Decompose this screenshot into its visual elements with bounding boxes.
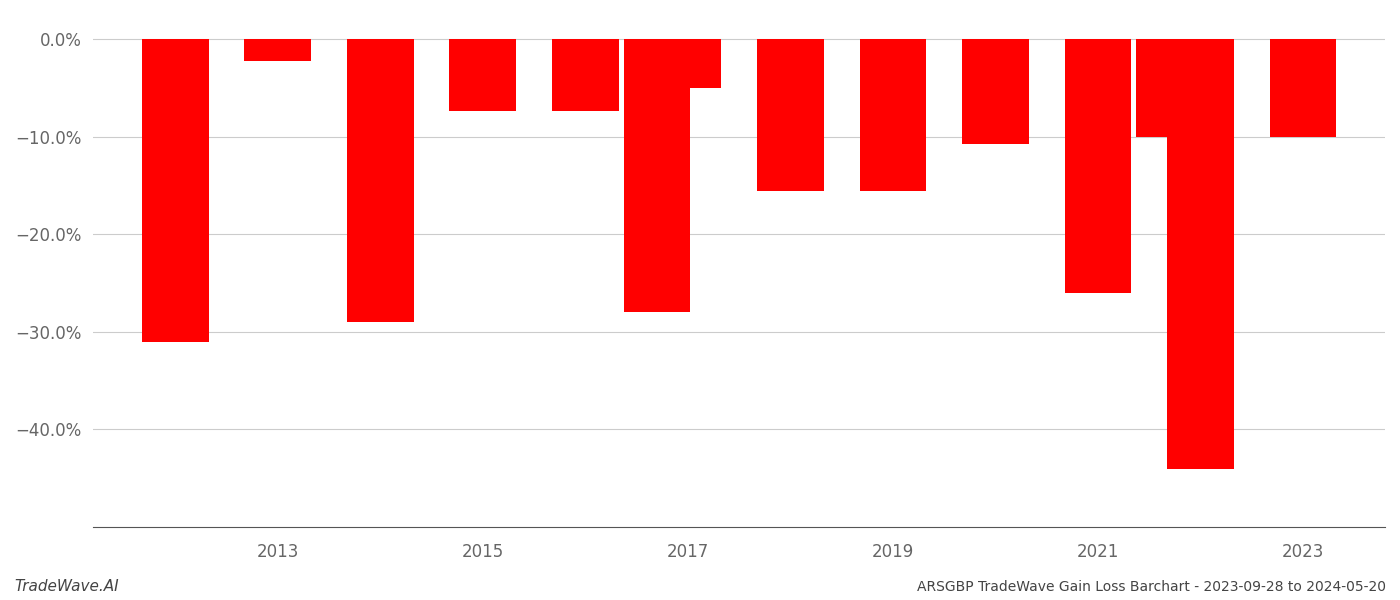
Bar	[757, 40, 823, 191]
Bar	[1270, 40, 1337, 137]
Bar	[141, 40, 209, 342]
Bar	[655, 40, 721, 88]
Bar	[552, 40, 619, 110]
Bar	[962, 40, 1029, 144]
Bar	[1064, 40, 1131, 293]
Bar	[1168, 40, 1233, 469]
Bar	[449, 40, 517, 110]
Bar	[1137, 40, 1203, 137]
Bar	[245, 40, 311, 61]
Text: TradeWave.AI: TradeWave.AI	[14, 579, 119, 594]
Bar	[624, 40, 690, 313]
Bar	[347, 40, 413, 322]
Bar	[860, 40, 927, 191]
Text: ARSGBP TradeWave Gain Loss Barchart - 2023-09-28 to 2024-05-20: ARSGBP TradeWave Gain Loss Barchart - 20…	[917, 580, 1386, 594]
